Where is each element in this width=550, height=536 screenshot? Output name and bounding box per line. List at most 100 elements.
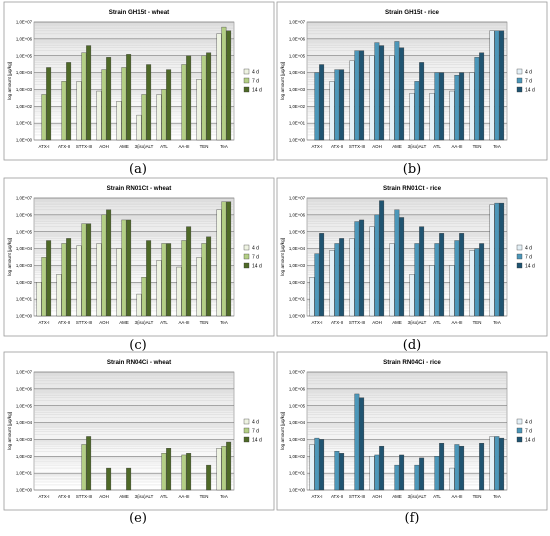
bar xyxy=(334,243,340,317)
x-tick-label: ATX-I xyxy=(312,320,323,325)
chart-panel-6: Strain RN04Ci - rice 1,0E+00 1,0E+01 1,0E+0… xyxy=(276,351,548,511)
x-tick-label: TeA xyxy=(493,494,501,499)
chart-title: Strain GH15t - wheat xyxy=(109,9,170,16)
bar xyxy=(479,243,485,317)
y-tick-label: 1,0E+06 xyxy=(16,36,33,41)
y-tick-label: 1,0E+04 xyxy=(16,246,33,251)
bar xyxy=(409,274,415,317)
legend-swatch xyxy=(243,68,250,75)
legend-swatch xyxy=(516,77,523,84)
x-tick-label: AA-III xyxy=(179,494,190,499)
x-tick-label: STTX-III xyxy=(76,320,92,325)
bar xyxy=(454,75,460,141)
y-tick-label: 1,0E+00 xyxy=(16,314,33,319)
x-tick-label: ATL xyxy=(433,144,441,149)
legend-swatch xyxy=(516,244,523,251)
x-tick-label: ATL xyxy=(160,144,168,149)
y-tick-label: 1,0E+03 xyxy=(16,87,33,92)
x-tick-label: TeA xyxy=(220,144,228,149)
x-tick-label: 3(iso)ALT xyxy=(135,494,154,499)
bar xyxy=(329,81,335,141)
bar xyxy=(494,30,500,141)
bar xyxy=(374,214,380,317)
x-tick-label: TEN xyxy=(200,494,209,499)
bar xyxy=(409,92,415,141)
y-tick-label: 1,0E+07 xyxy=(16,20,33,25)
bar xyxy=(156,260,162,317)
bar xyxy=(449,467,455,491)
bar xyxy=(489,30,495,141)
bar xyxy=(76,81,82,141)
x-tick-label: AOH xyxy=(99,494,109,499)
bar xyxy=(136,114,142,141)
bar xyxy=(439,442,445,491)
chart-title: Strain RN01Ct - wheat xyxy=(107,185,172,192)
legend-swatch xyxy=(243,253,250,260)
bar xyxy=(166,448,172,491)
y-tick-label: 1,0E+05 xyxy=(16,53,33,58)
y-tick-label: 1,0E+00 xyxy=(289,138,306,143)
bar xyxy=(374,42,380,141)
bar xyxy=(186,55,192,141)
x-tick-label: TeA xyxy=(220,494,228,499)
y-tick-label: 1,0E+04 xyxy=(16,70,33,75)
legend-label: 14 d xyxy=(252,88,262,94)
x-tick-label: ATL xyxy=(160,494,168,499)
legend-label: 4 d xyxy=(525,246,532,252)
x-tick-label: AME xyxy=(119,494,129,499)
y-tick-label: 1,0E+03 xyxy=(16,437,33,442)
bar xyxy=(96,90,102,141)
legend: 4 d 7 d 14 d xyxy=(243,244,262,270)
bar xyxy=(449,90,455,141)
bar xyxy=(221,445,227,491)
y-tick-label: 1,0E+05 xyxy=(289,403,306,408)
bar xyxy=(206,236,212,317)
bar xyxy=(449,265,455,317)
bar xyxy=(206,464,212,491)
bar xyxy=(226,441,232,491)
x-tick-label: STTX-III xyxy=(76,494,92,499)
bar xyxy=(81,223,87,317)
x-tick-label: AME xyxy=(119,144,129,149)
bar xyxy=(429,92,435,141)
bar xyxy=(334,69,340,141)
x-tick-label: ATX-I xyxy=(39,144,50,149)
bar xyxy=(186,226,192,317)
legend-swatch xyxy=(516,262,523,269)
x-tick-label: ATX-II xyxy=(58,144,70,149)
legend-label: 4 d xyxy=(252,70,259,76)
y-tick-label: 1,0E+07 xyxy=(16,370,33,375)
legend-label: 7 d xyxy=(525,79,532,85)
bar xyxy=(499,202,505,317)
bar xyxy=(489,436,495,491)
bar xyxy=(469,72,475,141)
bar xyxy=(96,243,102,317)
bar xyxy=(439,233,445,317)
bar xyxy=(161,453,167,491)
bar xyxy=(56,274,62,317)
chart-title: Strain RN04Ci - wheat xyxy=(107,359,171,366)
y-tick-label: 1,0E+06 xyxy=(289,212,306,217)
caption-b: (b) xyxy=(402,162,422,177)
bar xyxy=(389,55,395,141)
x-tick-label: ATX-II xyxy=(331,494,343,499)
bar xyxy=(339,238,345,317)
bar xyxy=(166,243,172,317)
bar xyxy=(349,60,355,141)
y-tick-label: 1,0E+03 xyxy=(289,263,306,268)
legend-swatch xyxy=(516,86,523,93)
legend: 4 d 7 d 14 d xyxy=(516,244,535,270)
bar xyxy=(414,243,420,317)
bar xyxy=(66,238,72,317)
bar xyxy=(499,437,505,491)
bar xyxy=(369,226,375,317)
legend-label: 14 d xyxy=(525,88,535,94)
y-tick-label: 1,0E+06 xyxy=(289,386,306,391)
bar xyxy=(126,219,132,317)
bar xyxy=(46,67,52,141)
bar xyxy=(226,30,232,141)
y-tick-label: 1,0E+07 xyxy=(289,20,306,25)
chart-panel-1: Strain GH15t - wheat 1,0E+00 1,0E+01 1,0E+0… xyxy=(3,1,275,161)
x-tick-label: ATX-I xyxy=(39,494,50,499)
x-tick-label: AA-III xyxy=(179,320,190,325)
